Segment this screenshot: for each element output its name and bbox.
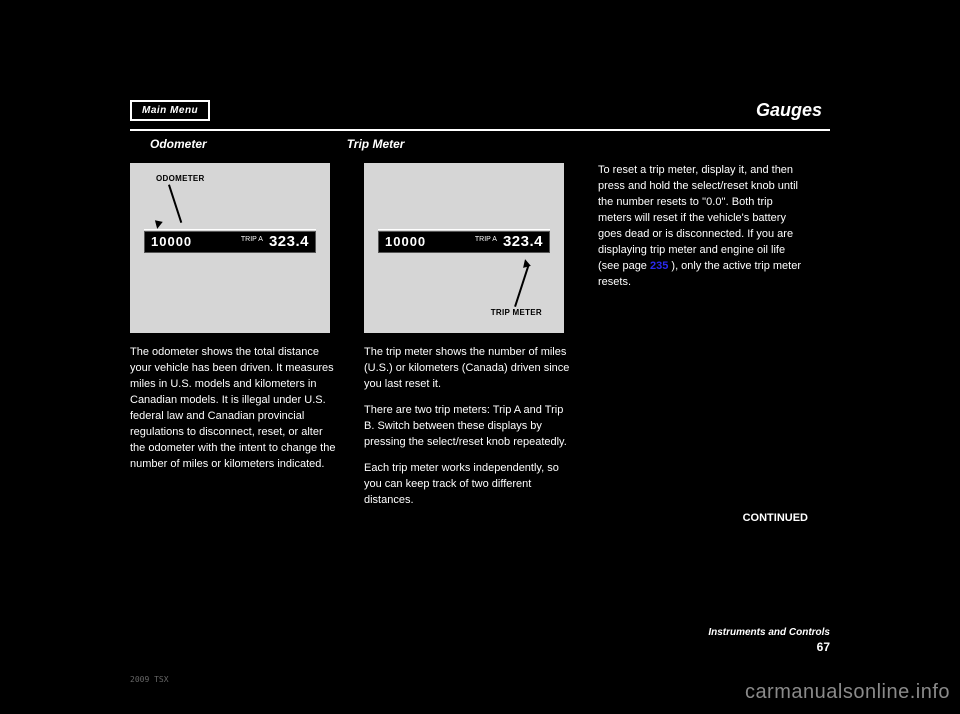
tripmeter-paragraph-3: Each trip meter works independently, so …	[364, 461, 574, 509]
trip-value: 323.4	[269, 231, 309, 253]
page-reference-link[interactable]: 235	[650, 260, 668, 272]
footer: Instruments and Controls 67	[708, 627, 830, 654]
trip-value: 323.4	[503, 231, 543, 253]
manual-page: Main Menu Gauges Odometer Trip Meter ODO…	[130, 100, 830, 536]
odometer-value: 10000	[151, 233, 192, 252]
footer-page-number: 67	[708, 640, 830, 654]
sub-headings: Odometer Trip Meter	[130, 137, 830, 151]
callout-tripmeter-label: TRIP METER	[491, 307, 542, 319]
reset-text-a: To reset a trip meter, display it, and t…	[598, 164, 798, 272]
lcd-top-line	[144, 229, 316, 230]
tripmeter-paragraph-2: There are two trip meters: Trip A and Tr…	[364, 403, 574, 451]
main-menu-box[interactable]: Main Menu	[130, 100, 210, 121]
subheading-tripmeter: Trip Meter	[347, 137, 405, 151]
lcd-panel: 10000 TRIP A 323.4	[144, 229, 316, 253]
column-left: ODOMETER 10000 TRIP A 323.4 The odometer…	[130, 163, 340, 536]
figure-tripmeter: 10000 TRIP A 323.4 TRIP METER	[364, 163, 564, 333]
footer-section: Instruments and Controls	[708, 627, 830, 638]
watermark: carmanualsonline.info	[745, 681, 950, 704]
lcd-top-line	[378, 229, 550, 230]
model-stamp: 2009 TSX	[130, 675, 169, 684]
lcd-panel: 10000 TRIP A 323.4	[378, 229, 550, 253]
content-columns: ODOMETER 10000 TRIP A 323.4 The odometer…	[130, 163, 830, 536]
figure-odometer: ODOMETER 10000 TRIP A 323.4	[130, 163, 330, 333]
column-right: To reset a trip meter, display it, and t…	[598, 163, 808, 536]
callout-line	[514, 265, 529, 307]
reset-paragraph: To reset a trip meter, display it, and t…	[598, 163, 808, 291]
callout-odometer-label: ODOMETER	[156, 173, 205, 185]
page-header: Main Menu Gauges	[130, 100, 830, 121]
lcd-display: 10000 TRIP A 323.4	[378, 231, 550, 253]
callout-line	[168, 184, 182, 223]
trip-label: TRIP A	[241, 235, 263, 249]
lcd-display: 10000 TRIP A 323.4	[144, 231, 316, 253]
tripmeter-paragraph-1: The trip meter shows the number of miles…	[364, 345, 574, 393]
trip-label: TRIP A	[475, 235, 497, 249]
column-middle: 10000 TRIP A 323.4 TRIP METER The trip m…	[364, 163, 574, 536]
arrow-icon	[521, 258, 531, 268]
odometer-value: 10000	[385, 233, 426, 252]
continued-label: CONTINUED	[743, 512, 808, 524]
page-title: Gauges	[210, 100, 830, 121]
header-rule	[130, 129, 830, 131]
odometer-paragraph: The odometer shows the total distance yo…	[130, 345, 340, 473]
subheading-odometer: Odometer	[150, 137, 207, 151]
